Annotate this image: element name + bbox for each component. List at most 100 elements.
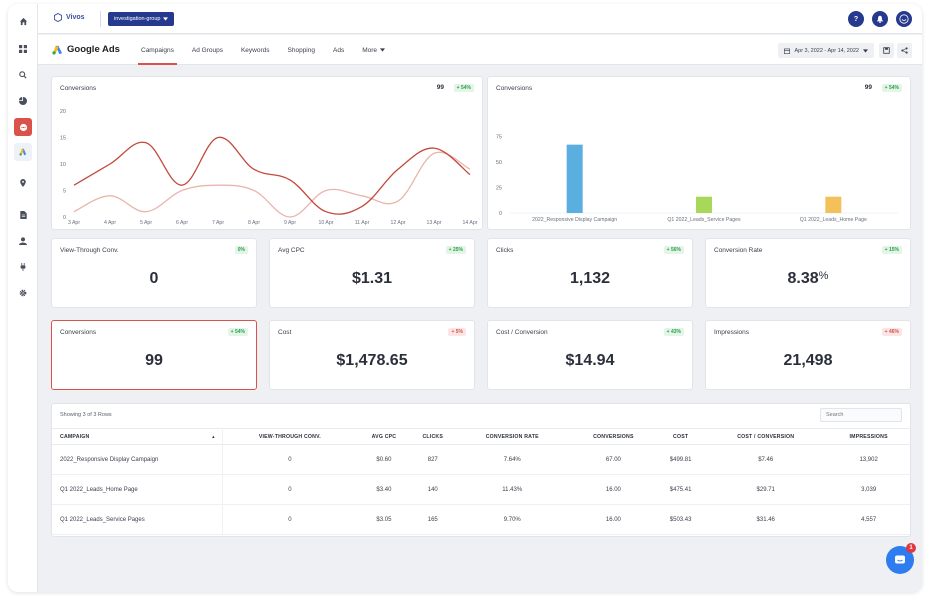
metric-title: Clicks (496, 247, 514, 254)
brand-logo[interactable]: Vivos (54, 13, 85, 22)
metric-card-cost[interactable]: Cost + 5% $1,478.65 (269, 320, 475, 390)
metric-card-conversion-rate[interactable]: Conversion Rate + 15% 8.38% (705, 238, 911, 308)
x-category-label: 2022_Responsive Display Campaign (532, 217, 617, 223)
table-row[interactable]: Q1 2022_Leads_Home Page 0 $3.40 140 11.4… (52, 474, 910, 505)
pie-chart-icon[interactable] (14, 92, 32, 110)
y-tick-label: 50 (496, 160, 502, 166)
table-cell: 0 (222, 474, 358, 505)
metric-card-avg-cpc[interactable]: Avg CPC + 25% $1.31 (269, 238, 475, 308)
home-icon[interactable] (14, 12, 32, 30)
user-icon[interactable] (14, 232, 32, 250)
chart-total: 99 (436, 84, 444, 91)
column-header-cost[interactable]: COST (657, 428, 705, 445)
table-search-input[interactable] (820, 408, 902, 422)
table-cell: 4,557 (827, 504, 910, 535)
column-header-conversions[interactable]: CONVERSIONS (569, 428, 658, 445)
group-selector-button[interactable]: investigation-group (108, 12, 175, 26)
bar-3[interactable] (825, 196, 842, 213)
x-tick-label: 12 Apr (391, 220, 406, 226)
y-tick-label: 75 (496, 135, 502, 141)
chart-title: Conversions (496, 85, 533, 92)
dashboard-grid-icon[interactable] (14, 40, 32, 58)
top-bar: Vivos investigation-group ? (38, 4, 922, 34)
chat-reports-icon[interactable] (14, 118, 32, 136)
google-ads-icon[interactable] (14, 143, 32, 161)
google-ads-title: Google Ads (52, 44, 120, 55)
table-row[interactable]: Q1 2022_Leads_Service Pages 0 $3.05 165 … (52, 504, 910, 535)
plug-icon[interactable] (14, 258, 32, 276)
tab-shopping[interactable]: Shopping (279, 35, 324, 65)
tab-label: More (362, 46, 378, 54)
help-icon: ? (853, 15, 859, 23)
metric-card-clicks[interactable]: Clicks + 56% 1,132 (487, 238, 693, 308)
column-header-label: COST (673, 433, 689, 440)
share-button[interactable] (897, 43, 912, 58)
chevron-down-icon (863, 48, 868, 53)
tab-campaigns[interactable]: Campaigns (132, 35, 183, 65)
table-cell: $499.81 (657, 444, 705, 475)
brand-name: Vivos (66, 14, 85, 21)
y-tick-label: 25 (496, 186, 502, 192)
metric-card-impressions[interactable]: Impressions + 46% 21,498 (705, 320, 911, 390)
x-tick-label: 13 Apr (427, 220, 442, 226)
metric-title: Impressions (714, 329, 750, 336)
gear-icon[interactable] (14, 284, 32, 302)
metric-value: 1,132 (569, 270, 611, 287)
metric-card-conversions[interactable]: Conversions + 54% 99 (51, 320, 257, 390)
metric-value: 0 (149, 270, 159, 287)
table-cell: 67.00 (569, 444, 658, 475)
y-tick-label: 0 (63, 215, 66, 221)
metric-title: Cost / Conversion (496, 329, 548, 336)
tab-keywords[interactable]: Keywords (232, 35, 279, 65)
column-header-view-through-conv[interactable]: VIEW-THROUGH CONV. (222, 428, 358, 445)
column-header-impressions[interactable]: IMPRESSIONS (827, 428, 910, 445)
change-badge: + 54% (453, 84, 474, 92)
table-row[interactable]: 2022_Responsive Display Campaign 0 $0.60… (52, 444, 910, 475)
metric-card-view-through-conv[interactable]: View-Through Conv. 0% 0 (51, 238, 257, 308)
metric-title: View-Through Conv. (60, 247, 119, 254)
change-badge: + 25% (445, 246, 466, 254)
y-tick-label: 20 (60, 109, 66, 115)
table-cell: $0.60 (357, 444, 411, 475)
sort-ascending-icon: ▲ (211, 433, 216, 439)
export-button[interactable] (879, 43, 894, 58)
table-cell: 7.64% (454, 444, 570, 475)
account-avatar-icon (899, 14, 909, 24)
metric-title: Avg CPC (278, 247, 305, 254)
chat-widget-button[interactable]: 1 (886, 543, 916, 574)
column-header-clicks[interactable]: CLICKS (410, 428, 455, 445)
unread-count-badge: 1 (906, 543, 916, 553)
change-badge: 0% (234, 246, 248, 254)
account-button[interactable] (896, 11, 912, 27)
column-header-label: VIEW-THROUGH CONV. (258, 433, 321, 440)
notifications-button[interactable] (872, 11, 888, 27)
metric-title: Conversion Rate (714, 247, 763, 254)
help-button[interactable]: ? (848, 11, 864, 27)
table-cell: 0 (222, 444, 358, 475)
x-category-label: Q1 2022_Leads_Home Page (800, 217, 867, 223)
date-range-label: Apr 3, 2022 - Apr 14, 2022 (794, 47, 859, 54)
column-header-conversion-rate[interactable]: CONVERSION RATE (454, 428, 570, 445)
bar-2[interactable] (696, 196, 712, 213)
tab-ad-groups[interactable]: Ad Groups (183, 35, 232, 65)
bar-chart: 0 25 50 75 2022_Responsive Display Campaign Q… (496, 135, 898, 223)
date-range-picker[interactable]: Apr 3, 2022 - Apr 14, 2022 (778, 43, 874, 58)
bar-1[interactable] (566, 144, 583, 213)
series-line-2 (73, 151, 471, 218)
table-cell: $29.71 (704, 474, 828, 505)
x-tick-label: 9 Apr (284, 220, 296, 226)
column-header-campaign[interactable]: CAMPAIGN ▲ (52, 428, 223, 445)
metric-card-cost-per-conversion[interactable]: Cost / Conversion + 43% $14.94 (487, 320, 693, 390)
search-icon[interactable] (14, 66, 32, 84)
table-header-row: CAMPAIGN ▲ VIEW-THROUGH CONV. AVG CPC CLI… (52, 428, 910, 445)
document-icon[interactable] (14, 206, 32, 224)
location-pin-icon[interactable] (14, 174, 32, 192)
x-tick-label: 10 Apr (319, 220, 334, 226)
table-cell: $7.46 (704, 444, 828, 475)
column-header-cost-per-conversion[interactable]: COST / CONVERSION (704, 428, 828, 445)
tab-ads[interactable]: Ads (324, 35, 353, 65)
tab-more[interactable]: More (353, 35, 394, 65)
column-header-avg-cpc[interactable]: AVG CPC (357, 428, 411, 445)
google-ads-logo-icon (52, 45, 63, 55)
page-title: Google Ads (67, 44, 120, 55)
